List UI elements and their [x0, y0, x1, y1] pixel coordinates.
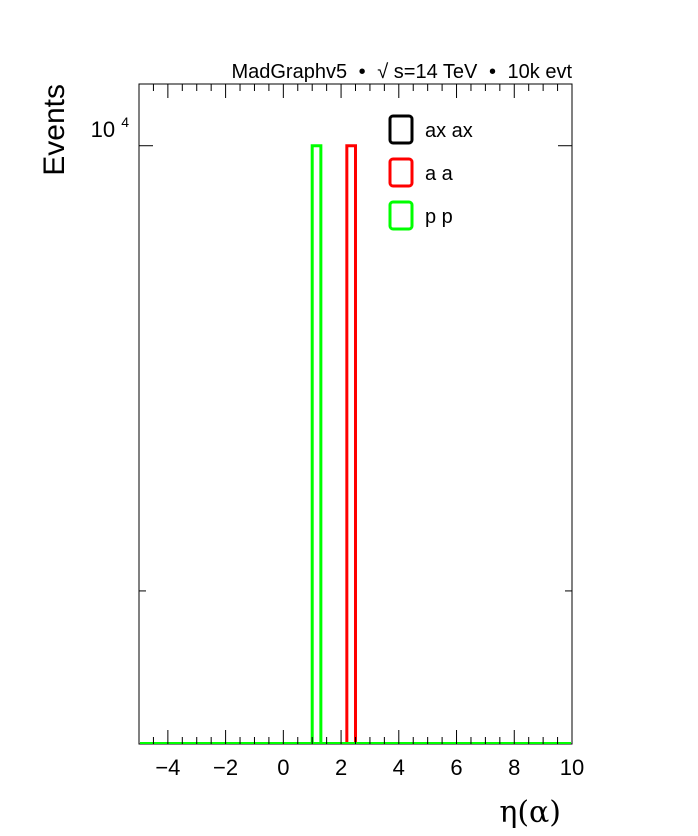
y-axis-title: Events — [38, 84, 71, 176]
legend-label: a a — [425, 163, 454, 185]
y-tick-base: 10 — [91, 117, 115, 142]
legend-swatch — [388, 114, 414, 145]
header-bullet-1: • — [359, 61, 366, 83]
histogram-bar — [310, 144, 323, 744]
histogram-bars-layer — [140, 144, 571, 744]
legend-swatch — [388, 157, 414, 188]
y-tick-label: 10 4 — [91, 114, 130, 142]
x-tick-label: 0 — [277, 755, 289, 780]
legend-label: p p — [425, 206, 453, 228]
y-tick-exponent: 4 — [121, 114, 129, 130]
x-tick-label: 6 — [450, 755, 462, 780]
header-events: 10k evt — [508, 61, 573, 83]
x-tick-label: −2 — [213, 755, 238, 780]
x-tick-label: 4 — [393, 755, 405, 780]
legend: ax ax a a p p — [388, 114, 473, 231]
header-generator: MadGraphv5 — [231, 61, 347, 83]
header-energy: s=14 TeV — [394, 61, 478, 83]
x-tick-label: 8 — [508, 755, 520, 780]
legend-swatch — [388, 200, 414, 231]
header-sqrt-symbol: √ — [377, 61, 388, 83]
chart-header: MadGraphv5 • √ s=14 TeV • 10k evt — [231, 61, 572, 83]
x-axis-title: η(α) — [499, 795, 561, 830]
histogram-bar — [345, 144, 357, 744]
axis-ticks-layer: −4 −2 0 2 4 6 8 10 — [138, 84, 584, 780]
legend-label: ax ax — [425, 120, 473, 142]
x-tick-label: 2 — [335, 755, 347, 780]
header-bullet-2: • — [489, 61, 496, 83]
x-tick-label: 10 — [560, 755, 584, 780]
x-tick-label: −4 — [155, 755, 180, 780]
